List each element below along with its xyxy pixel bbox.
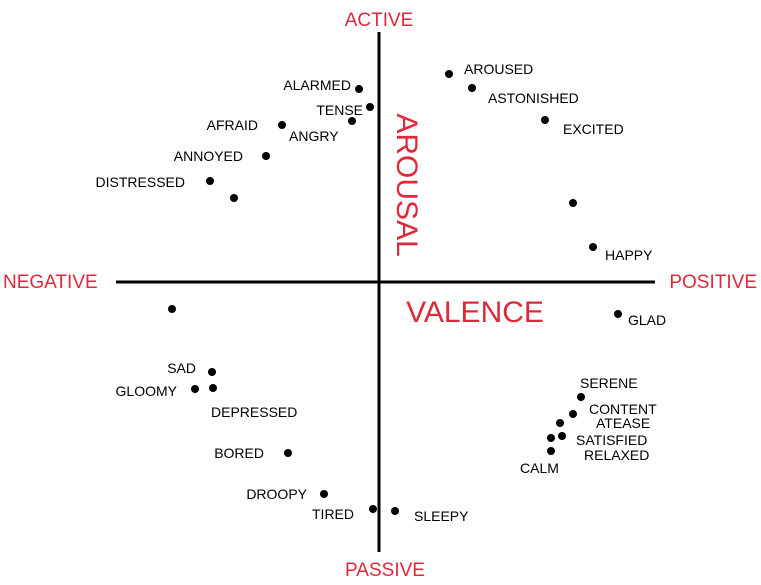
- axis-title-horizontal: VALENCE: [406, 296, 544, 329]
- emotion-label-depressed: DEPRESSED: [211, 404, 297, 420]
- emotion-label-afraid: AFRAID: [207, 117, 258, 133]
- emotion-dot: [366, 103, 374, 111]
- emotion-label-sleepy: SLEEPY: [414, 508, 469, 524]
- emotion-dot: [577, 393, 585, 401]
- emotion-label-relaxed: RELAXED: [584, 447, 649, 463]
- emotion-dot: [262, 152, 270, 160]
- emotion-label-serene: SERENE: [580, 375, 638, 391]
- emotion-label-tense: TENSE: [316, 102, 363, 118]
- axis-title-vertical: AROUSAL: [390, 113, 423, 256]
- emotion-dots: [168, 70, 622, 515]
- emotion-label-happy: HAPPY: [605, 247, 653, 263]
- emotion-label-alarmed: ALARMED: [283, 77, 351, 93]
- emotion-labels: AROUSED ASTONISHED EXCITED HAPPY GLAD AL…: [96, 61, 667, 524]
- emotion-label-droopy: DROOPY: [246, 486, 307, 502]
- emotion-label-content: CONTENT: [589, 401, 657, 417]
- emotion-dot: [348, 117, 356, 125]
- emotion-dot: [569, 199, 577, 207]
- emotion-label-aroused: AROUSED: [464, 61, 533, 77]
- emotion-dot: [284, 449, 292, 457]
- emotion-dot: [547, 434, 555, 442]
- pole-label-top: ACTIVE: [345, 10, 414, 31]
- emotion-dot: [391, 507, 399, 515]
- emotion-label-angry: ANGRY: [289, 128, 339, 144]
- emotion-label-astonished: ASTONISHED: [488, 90, 579, 106]
- emotion-label-atease: ATEASE: [596, 415, 650, 431]
- emotion-dot: [569, 410, 577, 418]
- emotion-dot: [320, 490, 328, 498]
- emotion-dot: [614, 310, 622, 318]
- emotion-dot: [547, 447, 555, 455]
- emotion-label-calm: CALM: [520, 460, 559, 476]
- emotion-dot: [468, 84, 476, 92]
- emotion-dot: [168, 305, 176, 313]
- emotion-dot: [355, 85, 363, 93]
- emotion-dot: [556, 419, 564, 427]
- emotion-label-excited: EXCITED: [563, 121, 624, 137]
- emotion-label-satisfied: SATISFIED: [576, 432, 647, 448]
- emotion-dot: [191, 385, 199, 393]
- emotion-label-sad: SAD: [167, 360, 196, 376]
- emotion-dot: [558, 432, 566, 440]
- pole-label-bottom: PASSIVE: [345, 560, 425, 581]
- emotion-label-tired: TIRED: [312, 506, 354, 522]
- emotion-label-glad: GLAD: [628, 312, 666, 328]
- emotion-label-annoyed: ANNOYED: [174, 148, 243, 164]
- emotion-label-bored: BORED: [214, 445, 264, 461]
- emotion-label-distressed: DISTRESSED: [96, 174, 185, 190]
- pole-label-right: POSITIVE: [669, 272, 757, 293]
- emotion-dot: [209, 384, 217, 392]
- emotion-dot: [208, 368, 216, 376]
- emotion-label-gloomy: GLOOMY: [116, 383, 178, 399]
- emotion-dot: [206, 177, 214, 185]
- emotion-dot: [278, 121, 286, 129]
- emotion-dot: [369, 505, 377, 513]
- emotion-dot: [541, 116, 549, 124]
- emotion-dot: [589, 243, 597, 251]
- emotion-dot: [445, 70, 453, 78]
- emotion-dot: [230, 194, 238, 202]
- pole-label-left: NEGATIVE: [3, 272, 98, 293]
